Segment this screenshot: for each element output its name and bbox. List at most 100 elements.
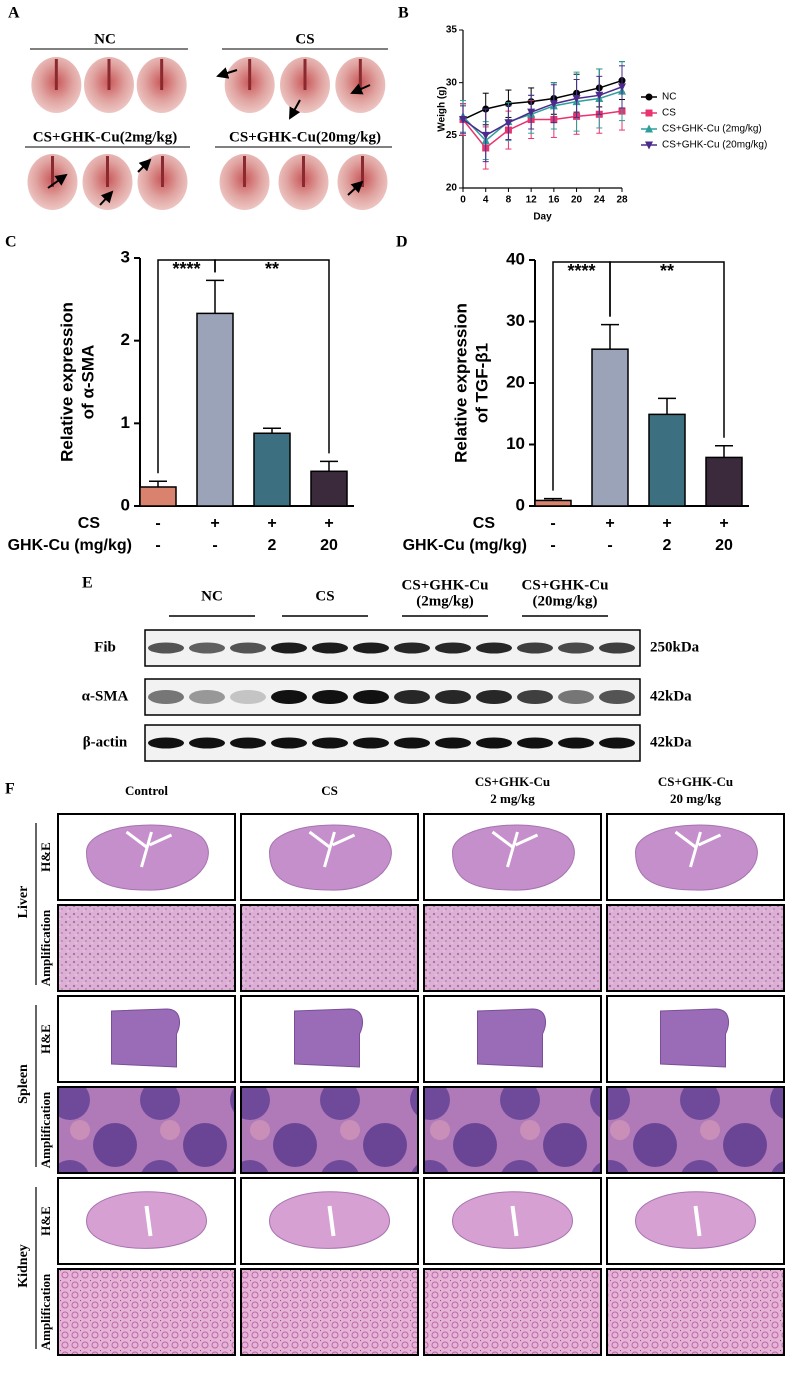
series-line xyxy=(462,79,623,121)
blot-strip xyxy=(144,724,641,762)
blot-group-label: CS+GHK-Cu xyxy=(402,577,489,593)
panel-label: B xyxy=(398,5,409,22)
tissue-section xyxy=(85,824,209,891)
condition-value: - xyxy=(550,537,555,554)
blot-band xyxy=(394,642,430,654)
condition-label: GHK-Cu (mg/kg) xyxy=(8,537,132,554)
bar xyxy=(705,456,743,507)
group-label: CS+GHK-Cu(20mg/kg) xyxy=(229,129,381,145)
blot-band xyxy=(435,690,471,704)
stain-label: Amplification xyxy=(38,1091,53,1168)
blot-band xyxy=(558,690,594,704)
blot-band xyxy=(394,737,430,749)
data-point xyxy=(459,116,467,125)
organ-label: Kidney xyxy=(16,1244,31,1288)
histology-group-label: 20 mg/kg xyxy=(670,791,721,806)
condition-value: 20 xyxy=(320,537,338,554)
significance-bracket xyxy=(214,259,330,454)
significance-label: ** xyxy=(265,259,279,279)
bar xyxy=(310,470,348,507)
blot-band xyxy=(148,737,184,749)
micrograph xyxy=(606,1268,785,1356)
data-point xyxy=(618,83,626,92)
condition-value: - xyxy=(550,515,555,532)
y-tick-label: 35 xyxy=(446,25,458,36)
pelvis xyxy=(327,1205,336,1237)
vessel xyxy=(491,830,539,868)
blot-band xyxy=(435,737,471,749)
legend-label: CS+GHK-Cu (2mg/kg) xyxy=(662,124,762,135)
stain-label: H&E xyxy=(38,842,53,872)
micrograph xyxy=(423,904,602,992)
panel-label: E xyxy=(82,575,93,592)
y-axis-label: of α-SMA xyxy=(78,345,97,420)
micrograph xyxy=(57,1086,236,1174)
tissue-section xyxy=(634,824,758,891)
x-tick-label: 20 xyxy=(571,195,583,206)
legend-marker xyxy=(645,141,653,150)
micrograph xyxy=(423,1086,602,1174)
group-label: NC xyxy=(94,31,116,47)
condition-value: 20 xyxy=(715,537,733,554)
blot-band xyxy=(271,690,307,704)
blot-band xyxy=(312,642,348,654)
blot-band xyxy=(476,642,512,654)
blot-group-label: CS+GHK-Cu xyxy=(522,577,609,593)
y-axis-label: Relative expression xyxy=(451,303,470,463)
legend-label: NC xyxy=(662,92,676,103)
arrow xyxy=(137,158,152,173)
blot-band xyxy=(517,690,553,704)
group-label: CS xyxy=(295,31,314,47)
panel-label: F xyxy=(5,781,15,798)
blot-band xyxy=(312,690,348,704)
stain-label: H&E xyxy=(38,1024,53,1054)
organ-label: Liver xyxy=(16,886,31,919)
x-tick-label: 24 xyxy=(594,195,606,206)
vessel xyxy=(125,830,173,868)
legend-marker xyxy=(645,124,653,133)
blot-group-label: (20mg/kg) xyxy=(533,593,598,609)
blot-band xyxy=(353,642,389,654)
arrow xyxy=(350,83,371,95)
pelvis xyxy=(510,1205,519,1237)
condition-label: GHK-Cu (mg/kg) xyxy=(403,537,527,554)
blot-band xyxy=(271,642,307,654)
condition-value: - xyxy=(212,537,217,554)
stain-label: Amplification xyxy=(38,909,53,986)
blot-group-label: (2mg/kg) xyxy=(416,593,474,609)
blot-strip xyxy=(144,678,641,716)
x-axis-label: Day xyxy=(533,212,552,223)
blot-protein: Fib xyxy=(94,639,116,655)
tissue-section xyxy=(477,1008,546,1068)
blot-strip xyxy=(144,629,641,667)
blot-band xyxy=(230,642,266,654)
condition-value: - xyxy=(155,537,160,554)
condition-value: 2 xyxy=(663,537,672,554)
data-point xyxy=(572,94,581,103)
condition-label: CS xyxy=(78,515,101,532)
y-tick-label: 30 xyxy=(506,311,525,330)
condition-value: + xyxy=(267,515,276,532)
condition-value: - xyxy=(607,537,612,554)
significance-label: **** xyxy=(172,259,200,279)
blot-band xyxy=(189,642,225,654)
condition-value: + xyxy=(324,515,333,532)
blot-protein: α-SMA xyxy=(82,688,129,704)
blot-band xyxy=(271,737,307,749)
blot-band xyxy=(599,690,635,704)
series-line xyxy=(462,86,623,137)
condition-label: CS xyxy=(473,515,496,532)
blot-size: 42kDa xyxy=(650,734,692,750)
micrograph xyxy=(423,1268,602,1356)
x-tick-label: 28 xyxy=(616,195,628,206)
arrow xyxy=(289,99,301,120)
blot-band xyxy=(148,642,184,654)
blot-band xyxy=(230,690,266,704)
x-tick-label: 4 xyxy=(483,195,489,206)
condition-value: + xyxy=(605,515,614,532)
y-tick-label: 3 xyxy=(121,247,130,266)
histology-group-label: CS xyxy=(321,783,338,798)
bar xyxy=(648,413,686,507)
bar xyxy=(534,499,572,507)
blot-group-label: CS xyxy=(315,588,334,604)
